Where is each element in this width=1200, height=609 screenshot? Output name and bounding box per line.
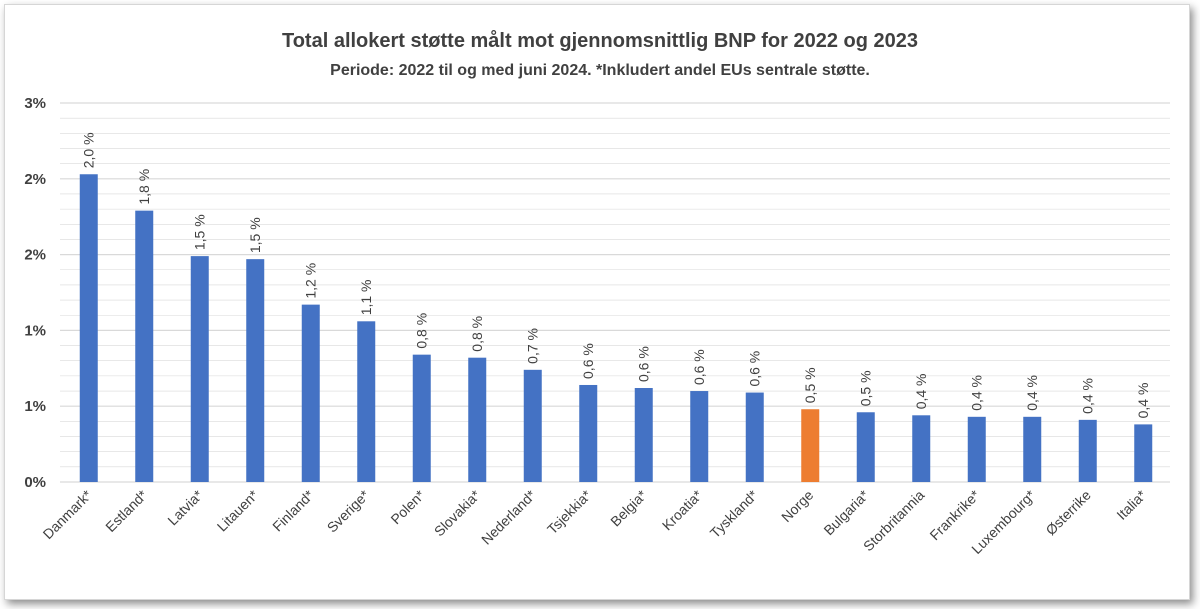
data-label: 0,5 %	[858, 370, 874, 406]
x-tick-label: Østerrike	[1042, 487, 1094, 539]
x-tick-label: Bulgaria*	[820, 486, 872, 538]
data-label: 1,1 %	[358, 279, 374, 315]
data-label: 0,4 %	[1135, 383, 1151, 419]
bar	[523, 369, 542, 482]
data-label: 2,0 %	[81, 132, 97, 168]
bar	[634, 388, 653, 482]
x-tick-label: Tyskland*	[707, 486, 762, 541]
bar	[1134, 424, 1153, 482]
bar	[856, 412, 875, 482]
bar	[246, 259, 265, 482]
y-tick-label: 2%	[24, 171, 46, 188]
data-label: 0,6 %	[636, 346, 652, 382]
bar	[357, 321, 376, 482]
data-label: 0,8 %	[469, 316, 485, 352]
bar	[412, 354, 431, 482]
y-tick-label: 0%	[24, 474, 46, 491]
x-tick-label: Polen*	[387, 486, 428, 527]
y-tick-label: 3%	[24, 95, 46, 112]
chart-subtitle: Periode: 2022 til og med juni 2024. *Ink…	[330, 62, 870, 79]
data-label: 1,5 %	[192, 214, 208, 250]
data-label: 0,4 %	[913, 373, 929, 409]
x-tick-label: Sverige*	[324, 486, 373, 535]
bar	[468, 357, 487, 482]
bar	[79, 174, 98, 482]
data-label: 0,7 %	[525, 328, 541, 364]
y-tick-label: 1%	[24, 322, 46, 339]
bar	[912, 415, 931, 482]
gridlines	[60, 102, 1170, 483]
x-tick-label: Danmark*	[40, 486, 96, 542]
bars	[79, 174, 1153, 483]
data-label: 0,4 %	[1024, 375, 1040, 411]
x-tick-label: Tsjekkia*	[544, 486, 595, 537]
y-axis: 0% 1% 1% 2% 2% 3%	[24, 95, 46, 491]
x-tick-label: Frankrike*	[926, 486, 983, 543]
bar	[579, 384, 598, 482]
data-label: 1,8 %	[136, 169, 152, 205]
x-tick-label: Italia*	[1113, 486, 1149, 522]
x-tick-label: Finland*	[269, 486, 317, 534]
bar	[745, 392, 764, 482]
bar	[190, 256, 209, 482]
bar	[1078, 419, 1097, 482]
bar	[801, 409, 820, 482]
x-axis: Danmark* Estland* Latvia* Litauen* Finland* S…	[40, 486, 1150, 557]
data-label: 0,4 %	[1080, 378, 1096, 414]
data-label: 0,4 %	[969, 375, 985, 411]
x-tick-label: Latvia*	[164, 486, 206, 528]
chart-title: Total allokert støtte målt mot gjennomsn…	[282, 29, 918, 52]
bar	[967, 416, 986, 482]
data-label: 0,5 %	[802, 367, 818, 403]
data-label: 0,6 %	[691, 349, 707, 385]
x-tick-label: Slovakia*	[431, 486, 484, 539]
y-tick-label: 1%	[24, 398, 46, 415]
data-label: 0,8 %	[414, 313, 430, 349]
data-label: 0,6 %	[747, 351, 763, 387]
data-label: 1,5 %	[247, 217, 263, 253]
x-tick-label: Kroatia*	[659, 486, 706, 533]
y-tick-label: 2%	[24, 247, 46, 264]
data-label: 1,2 %	[303, 263, 319, 299]
bar	[135, 210, 154, 483]
x-tick-label: Nederland*	[478, 486, 539, 547]
data-labels: 2,0 % 1,8 % 1,5 % 1,5 % 1,2 % 1,1 % 0,8 % 0,8 %…	[81, 132, 1152, 418]
x-tick-label: Norge	[778, 487, 816, 525]
x-tick-label: Estland*	[102, 486, 151, 535]
data-label: 0,6 %	[580, 343, 596, 379]
bar	[301, 304, 320, 482]
x-tick-label: Litauen*	[214, 486, 262, 534]
x-tick-label: Belgia*	[607, 486, 650, 529]
bar	[1023, 416, 1042, 482]
bar	[690, 391, 709, 482]
